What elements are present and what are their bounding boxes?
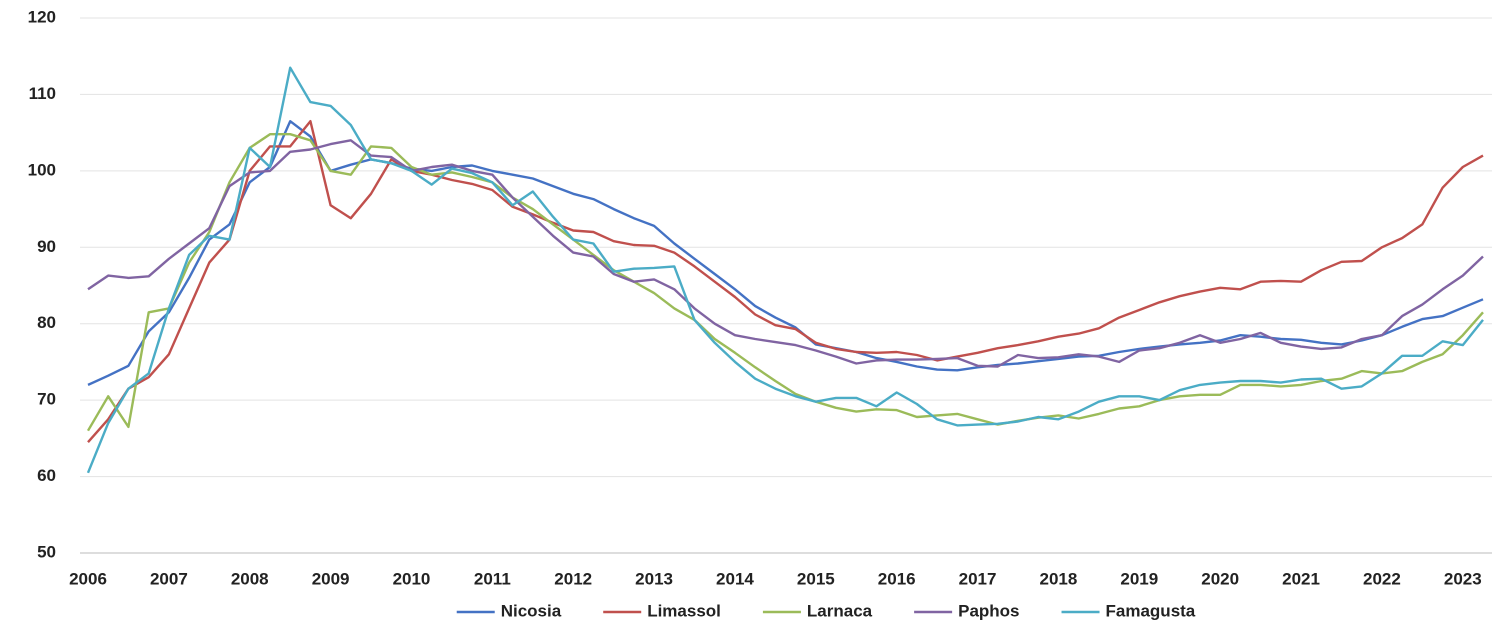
x-tick-label: 2006	[69, 569, 107, 588]
y-tick-label: 120	[28, 7, 56, 26]
legend-label: Nicosia	[501, 601, 562, 620]
x-tick-label: 2017	[959, 569, 997, 588]
y-tick-label: 60	[37, 466, 56, 485]
x-tick-label: 2022	[1363, 569, 1401, 588]
series-line	[87, 120, 1484, 443]
series-line	[86, 66, 1484, 474]
x-tick-label: 2011	[474, 569, 511, 588]
legend-label: Famagusta	[1106, 601, 1196, 620]
x-tick-label: 2018	[1040, 569, 1078, 588]
x-tick-label: 2020	[1201, 569, 1239, 588]
x-tick-label: 2012	[554, 569, 592, 588]
x-tick-label: 2014	[716, 569, 754, 588]
x-tick-label: 2008	[231, 569, 269, 588]
x-tick-label: 2019	[1120, 569, 1158, 588]
x-tick-label: 2015	[797, 569, 835, 588]
series-line	[87, 139, 1484, 368]
legend-label: Limassol	[647, 601, 721, 620]
x-tick-label: 2013	[635, 569, 673, 588]
y-tick-label: 80	[37, 313, 56, 332]
x-tick-label: 2009	[312, 569, 350, 588]
x-tick-label: 2016	[878, 569, 916, 588]
x-tick-label: 2007	[150, 569, 188, 588]
y-tick-label: 50	[37, 542, 56, 561]
series-line	[86, 133, 1484, 432]
series-line	[87, 120, 1484, 386]
y-tick-label: 110	[29, 84, 56, 103]
y-tick-label: 70	[37, 390, 56, 409]
legend-label: Paphos	[958, 601, 1019, 620]
x-tick-label: 2023	[1444, 569, 1482, 588]
y-tick-label: 100	[28, 160, 56, 179]
x-tick-label: 2021	[1282, 569, 1320, 588]
legend-label: Larnaca	[807, 601, 873, 620]
x-tick-label: 2010	[393, 569, 431, 588]
y-tick-label: 90	[37, 237, 56, 256]
